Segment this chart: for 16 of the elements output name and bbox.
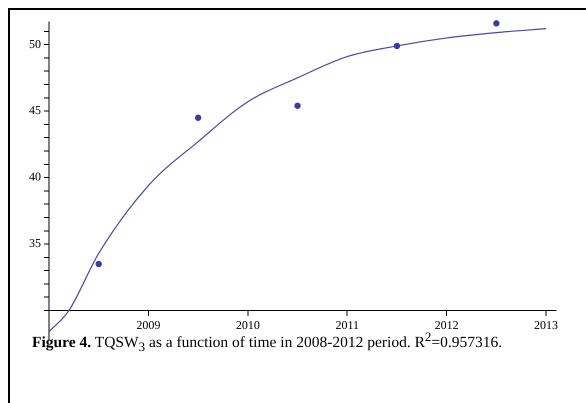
x-tick-label: 2012 bbox=[434, 318, 459, 332]
annotation: TQSW$_{3}$ as a function of time in 2008-2012 period. R$^{2}$=0.957316. bbox=[94, 329, 502, 354]
x-tick-label: 2013 bbox=[534, 318, 558, 332]
x-tick-label: 2010 bbox=[236, 318, 260, 332]
y-tick-label: 50 bbox=[29, 36, 41, 51]
point bbox=[394, 42, 400, 50]
x-tick-label: 2009 bbox=[136, 318, 160, 332]
x-tick-label: 2011 bbox=[335, 318, 360, 332]
y-tick-label: 35 bbox=[29, 236, 41, 250]
annotation: Figure 4. bbox=[32, 334, 92, 352]
y-tick-label: 45 bbox=[29, 103, 41, 118]
point bbox=[294, 102, 301, 109]
point bbox=[96, 260, 102, 268]
point bbox=[493, 20, 500, 27]
y-tick-label: 40 bbox=[29, 170, 41, 184]
point bbox=[194, 114, 202, 121]
